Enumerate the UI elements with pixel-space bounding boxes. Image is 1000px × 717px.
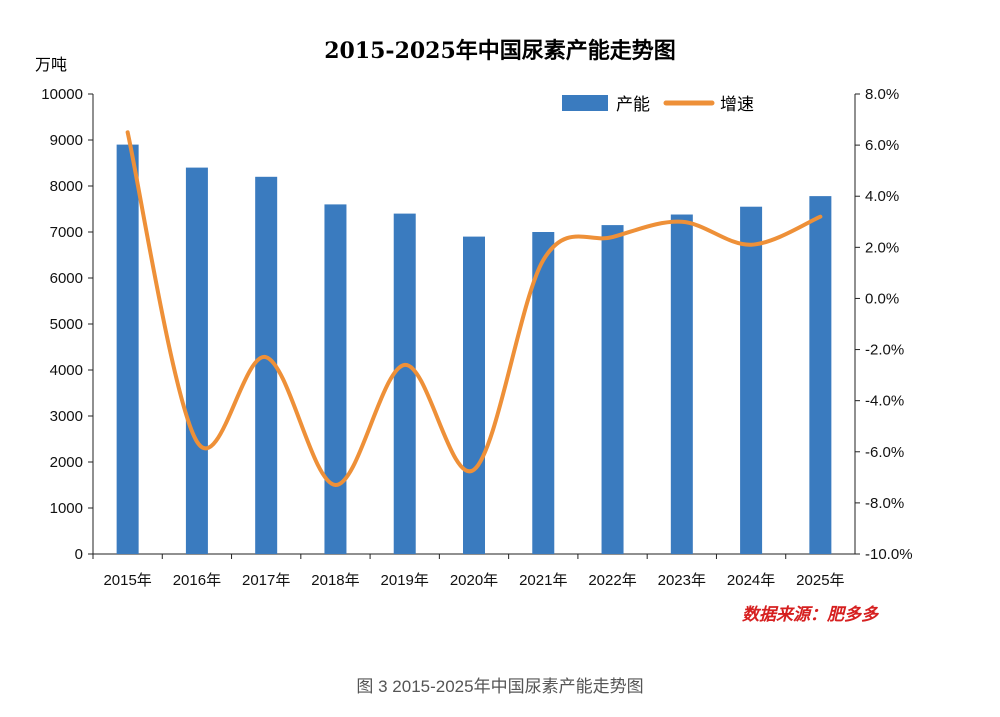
left-tick-label: 0	[75, 546, 83, 563]
left-tick-label: 8000	[50, 178, 83, 195]
x-tick-label: 2022年	[588, 572, 636, 589]
figure-caption: 图 3 2015-2025年中国尿素产能走势图	[0, 672, 1000, 697]
right-tick-label: 0.0%	[865, 290, 899, 307]
legend-line-label: 增速	[720, 95, 754, 114]
left-tick-label: 5000	[50, 316, 83, 333]
x-tick-label: 2018年	[311, 572, 359, 589]
x-tick-label: 2017年	[242, 572, 290, 589]
x-tick-label: 2023年	[658, 572, 706, 589]
left-tick-label: 10000	[41, 86, 83, 103]
legend-bar-swatch	[562, 95, 608, 111]
left-tick-label: 4000	[50, 362, 83, 379]
bar-2016年	[186, 168, 208, 554]
x-tick-label: 2020年	[450, 572, 498, 589]
legend-bar-label: 产能	[616, 95, 650, 114]
left-tick-label: 2000	[50, 454, 83, 471]
left-tick-label: 3000	[50, 408, 83, 425]
right-tick-label: -2.0%	[865, 342, 904, 359]
x-tick-label: 2024年	[727, 572, 775, 589]
x-tick-label: 2015年	[103, 572, 151, 589]
right-tick-label: -10.0%	[865, 546, 913, 563]
right-tick-label: -6.0%	[865, 444, 904, 461]
left-tick-label: 9000	[50, 132, 83, 149]
x-tick-label: 2019年	[381, 572, 429, 589]
x-tick-label: 2021年	[519, 572, 567, 589]
bar-2025年	[809, 196, 831, 554]
chart-title: 2015-2025年中国尿素产能走势图	[324, 38, 676, 64]
bar-2019年	[394, 214, 416, 554]
right-tick-label: 2.0%	[865, 239, 899, 256]
right-tick-label: 4.0%	[865, 188, 899, 205]
x-tick-label: 2025年	[796, 572, 844, 589]
bar-2020年	[463, 237, 485, 554]
bar-2015年	[117, 145, 139, 554]
right-tick-label: 8.0%	[865, 86, 899, 103]
bar-2022年	[602, 225, 624, 554]
bar-2023年	[671, 215, 693, 554]
right-tick-label: -4.0%	[865, 393, 904, 410]
left-tick-label: 7000	[50, 224, 83, 241]
legend: 产能 增速	[562, 95, 754, 114]
right-tick-label: 6.0%	[865, 137, 899, 154]
left-tick-label: 1000	[50, 500, 83, 517]
left-axis-unit: 万吨	[35, 56, 67, 74]
x-tick-label: 2016年	[173, 572, 221, 589]
left-tick-label: 6000	[50, 270, 83, 287]
right-tick-label: -8.0%	[865, 495, 904, 512]
bar-2018年	[324, 204, 346, 554]
data-source: 数据来源：肥多多	[742, 600, 878, 625]
bar-2024年	[740, 207, 762, 554]
